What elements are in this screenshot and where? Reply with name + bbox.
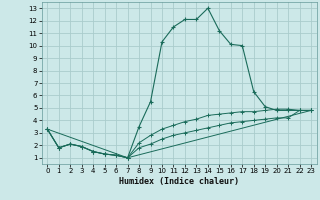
X-axis label: Humidex (Indice chaleur): Humidex (Indice chaleur) [119, 177, 239, 186]
